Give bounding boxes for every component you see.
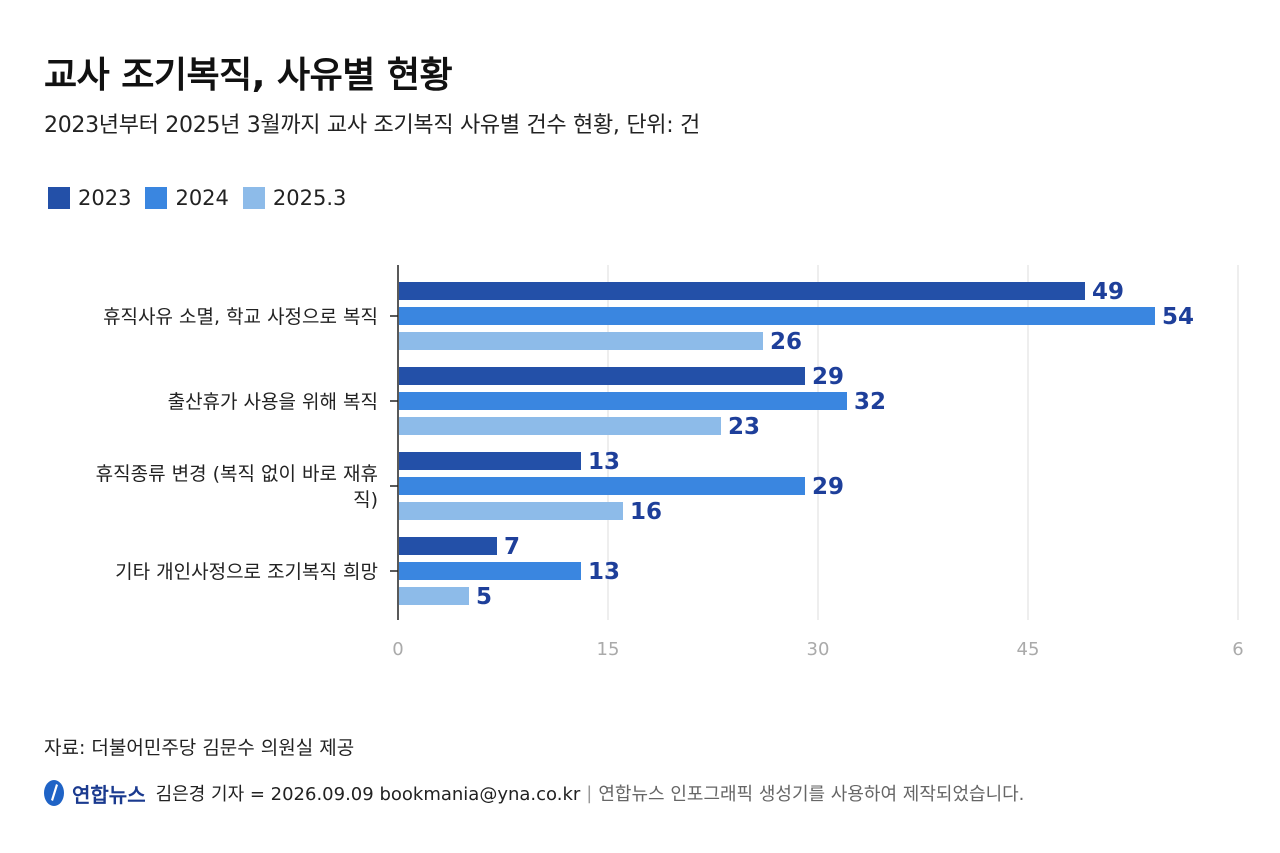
x-tick-label: 0 xyxy=(392,639,403,660)
yonhap-logo-icon xyxy=(44,780,64,806)
category-label: 휴직사유 소멸, 학교 사정으로 복직 xyxy=(103,306,378,328)
legend-swatch-2023 xyxy=(48,187,70,209)
chart-title: 교사 조기복직, 사유별 현황 xyxy=(44,55,453,96)
data-label: 32 xyxy=(854,389,886,415)
bar xyxy=(399,332,763,350)
legend-item-2024: 2024 xyxy=(145,186,229,210)
x-tick-label: 15 xyxy=(597,639,620,660)
category-label: 직) xyxy=(353,489,378,511)
legend-swatch-2025-3 xyxy=(242,187,265,209)
legend-swatch-2024 xyxy=(145,187,168,209)
data-label: 26 xyxy=(770,329,802,355)
data-label: 16 xyxy=(630,499,662,525)
generator-note: 연합뉴스 인포그래픽 생성기를 사용하여 제작되었습니다. xyxy=(598,784,1025,805)
x-tick-label: 30 xyxy=(807,639,830,660)
bar xyxy=(399,307,1155,325)
source-note: 자료: 더불어민주당 김문수 의원실 제공 xyxy=(44,737,355,759)
data-label: 29 xyxy=(812,364,844,390)
x-tick-label: 45 xyxy=(1017,639,1040,660)
footer-credit: 연합뉴스 김은경 기자 = 2026.09.09 bookmania@yna.c… xyxy=(42,778,1024,808)
bar xyxy=(399,502,623,520)
category-label: 출산휴가 사용을 위해 복직 xyxy=(168,391,378,413)
bar xyxy=(399,367,805,385)
data-label: 5 xyxy=(476,584,492,610)
legend-label-2024: 2024 xyxy=(175,186,229,210)
data-label: 49 xyxy=(1092,279,1124,305)
reporter-credit: 김은경 기자 = 2026.09.09 bookmania@yna.co.kr xyxy=(155,784,581,805)
x-tick-label: 6 xyxy=(1232,639,1243,660)
bar xyxy=(399,562,581,580)
data-label: 54 xyxy=(1162,304,1194,330)
data-label: 13 xyxy=(588,559,620,585)
data-label: 13 xyxy=(588,449,620,475)
legend-label-2023: 2023 xyxy=(78,186,132,210)
category-label: 휴직종류 변경 (복직 없이 바로 재휴 xyxy=(96,463,378,485)
data-label: 23 xyxy=(728,414,760,440)
bar xyxy=(399,587,469,605)
bar xyxy=(399,417,721,435)
bar xyxy=(399,282,1085,300)
bar xyxy=(399,537,497,555)
footer-separator: | xyxy=(586,782,593,804)
legend-item-2025-3: 2025.3 xyxy=(242,186,347,210)
category-label: 기타 개인사정으로 조기복직 희망 xyxy=(115,561,378,583)
data-label: 29 xyxy=(812,474,844,500)
bar xyxy=(399,452,581,470)
bar xyxy=(399,392,847,410)
chart-subtitle: 2023년부터 2025년 3월까지 교사 조기복직 사유별 건수 현황, 단위… xyxy=(44,113,700,138)
legend-item-2023: 2023 xyxy=(48,186,131,210)
yonhap-logo-text: 연합뉴스 xyxy=(72,782,146,807)
bar-chart: 0 15 30 45 6 휴직사유 소멸, 학교 사정으로 복직 49 54 26 출산휴가 사용… xyxy=(96,265,1244,660)
legend-label-2025-3: 2025.3 xyxy=(272,186,347,210)
data-label: 7 xyxy=(504,534,520,560)
bar xyxy=(399,477,805,495)
legend: 2023 2024 2025.3 xyxy=(48,186,346,210)
